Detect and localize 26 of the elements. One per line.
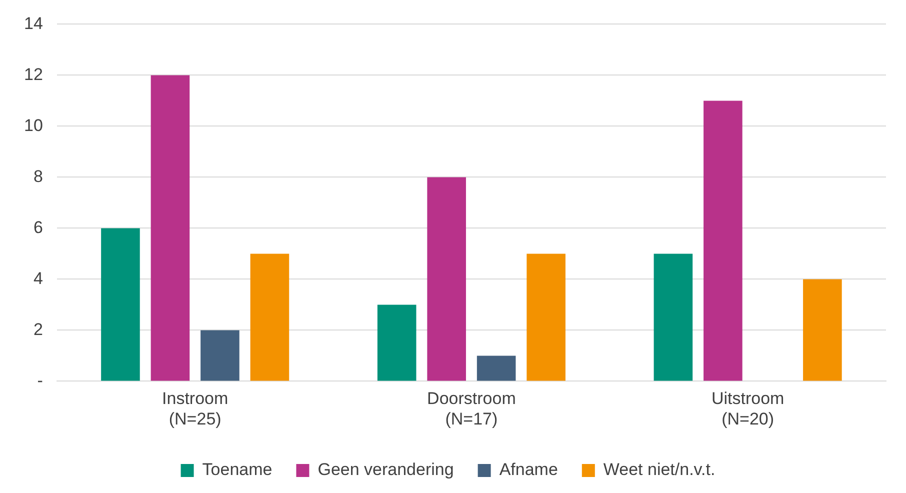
y-tick-label: 12	[24, 64, 43, 84]
y-tick-label: 10	[24, 116, 43, 135]
bar	[427, 177, 466, 381]
bar	[250, 254, 290, 381]
bar	[704, 100, 742, 381]
x-tick-label: Uitstroom (N=20)	[711, 389, 784, 428]
bar	[654, 254, 693, 381]
bar	[377, 304, 416, 381]
x-tick-label: Doorstroom (N=17)	[427, 389, 516, 428]
y-tick-label: 4	[33, 268, 43, 288]
legend-label: Toename	[202, 460, 272, 480]
y-tick-label: 2	[33, 320, 43, 339]
y-tick-label: 8	[33, 166, 43, 186]
x-tick-label: Instroom (N=25)	[162, 389, 228, 428]
bar	[200, 330, 240, 381]
bar	[526, 254, 566, 381]
bar	[101, 228, 140, 381]
y-tick-label: 6	[33, 218, 43, 237]
legend-label: Geen verandering	[318, 460, 454, 480]
bar	[476, 356, 516, 381]
y-tick-label: -	[37, 370, 43, 390]
bar	[150, 75, 190, 381]
y-tick-label: 14	[24, 14, 43, 33]
bar	[803, 279, 842, 381]
legend-label: Weet niet/n.v.t.	[603, 460, 716, 480]
legend-label: Afname	[499, 460, 558, 480]
